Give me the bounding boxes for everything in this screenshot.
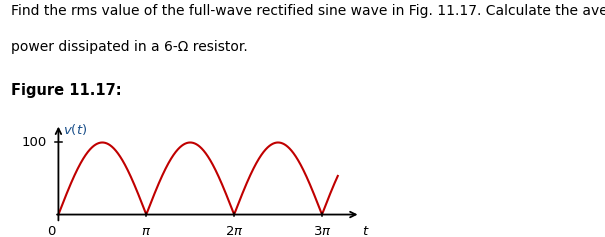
Text: $3\pi$: $3\pi$ (313, 225, 332, 237)
Text: $\pi$: $\pi$ (141, 225, 151, 237)
Text: $t$: $t$ (362, 225, 370, 237)
Text: power dissipated in a 6-Ω resistor.: power dissipated in a 6-Ω resistor. (11, 40, 247, 54)
Text: $v(t)$: $v(t)$ (62, 122, 87, 137)
Text: 0: 0 (47, 225, 56, 237)
Text: 100: 100 (22, 136, 47, 149)
Text: Find the rms value of the full-wave rectified sine wave in Fig. 11.17. Calculate: Find the rms value of the full-wave rect… (11, 4, 605, 18)
Text: Figure 11.17:: Figure 11.17: (11, 83, 122, 98)
Text: $2\pi$: $2\pi$ (225, 225, 243, 237)
